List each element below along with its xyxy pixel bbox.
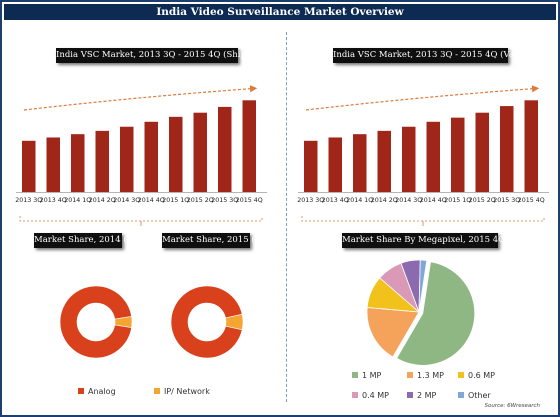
legend-swatch-analog — [78, 388, 84, 394]
shipments-bracket — [19, 216, 263, 222]
legend-swatch-0-6mp — [458, 372, 464, 378]
megapixel-slice-1-3mp — [366, 307, 420, 358]
legend-label-2mp: 2 MP — [417, 391, 437, 400]
share-2014-slice-analog — [59, 285, 132, 359]
legend-0-6mp: 0.6 MP — [458, 371, 495, 380]
shipments-bar-6 — [144, 121, 158, 192]
value-bar-10 — [524, 100, 538, 192]
legend-ip-network: IP/ Network — [154, 387, 210, 396]
megapixel-pie — [366, 259, 476, 366]
shipments-bar-5 — [120, 126, 134, 192]
value-tick-label: 2013 3Q — [297, 197, 324, 204]
share-2014-donut — [59, 285, 133, 359]
legend-label-1mp: 1 MP — [362, 371, 382, 380]
value-tick-label: 2015 4Q — [518, 197, 545, 204]
legend-label-analog: Analog — [88, 387, 116, 396]
shipments-bar-10 — [242, 100, 256, 192]
chart-title-value: India VSC Market, 2013 3Q - 2015 4Q (Val… — [333, 48, 553, 63]
value-tick-label: 2014 4Q — [420, 197, 447, 204]
legend-label-1-3mp: 1.3 MP — [417, 371, 444, 380]
value-bar-2 — [328, 137, 342, 192]
legend-2mp: 2 MP — [407, 391, 436, 400]
divider-vertical-top — [286, 32, 287, 402]
chart-title-megapixel: Market Share By Megapixel, 2015 4Q (%) — [342, 233, 523, 248]
value-bar-7 — [451, 117, 465, 192]
legend-swatch-other — [458, 392, 464, 398]
shipments-bar-9 — [218, 106, 232, 192]
value-bar-5 — [402, 126, 416, 192]
legend-0-4mp: 0.4 MP — [352, 391, 389, 400]
legend-label-0-4mp: 0.4 MP — [362, 391, 389, 400]
value-bar-6 — [426, 121, 440, 192]
legend-1-3mp: 1.3 MP — [407, 371, 444, 380]
shipments-trend-arrow — [23, 85, 258, 111]
shipments-tick-label: 2013 3Q — [15, 197, 42, 204]
shipments-tick-label: 2015 3Q — [211, 197, 238, 204]
value-bracket — [301, 216, 545, 222]
value-tick-label: 2013 4Q — [322, 197, 349, 204]
value-bar-1 — [304, 140, 318, 192]
shipments-bar-8 — [193, 112, 207, 192]
legend-1mp: 1 MP — [352, 371, 381, 380]
value-bar-3 — [353, 134, 367, 192]
value-tick-label: 2015 2Q — [469, 197, 496, 204]
chart-title-share-2015: Market Share, 2015 (%) — [162, 233, 266, 248]
shipments-tick-label: 2014 2Q — [89, 197, 116, 204]
legend-swatch-1-3mp — [407, 372, 413, 378]
value-tick-label: 2015 1Q — [444, 197, 471, 204]
shipments-bar-2 — [46, 137, 60, 192]
shipments-bar-4 — [95, 130, 109, 192]
value-bar-4 — [377, 130, 391, 192]
shipments-tick-label: 2015 1Q — [162, 197, 189, 204]
legend-label-0-6mp: 0.6 MP — [468, 371, 495, 380]
value-tick-label: 2015 3Q — [493, 197, 520, 204]
share-2015-slice-analog — [170, 285, 243, 359]
value-bar-9 — [500, 106, 514, 192]
legend-swatch-2mp — [407, 392, 413, 398]
page-title: India Video Surveillance Market Overview — [4, 4, 556, 20]
value-bar-8 — [475, 112, 489, 192]
legend-analog: Analog — [78, 387, 116, 396]
value-tick-label: 2014 3Q — [395, 197, 422, 204]
source-note: Source: 6Wresearch — [484, 403, 541, 409]
legend-label-other: Other — [468, 391, 491, 400]
legend-label-ip-network: IP/ Network — [164, 387, 210, 396]
megapixel-slice-1mp — [396, 261, 476, 366]
legend-swatch-ip-network — [154, 388, 160, 394]
legend-swatch-1mp — [352, 372, 358, 378]
chart-title-shipments: India VSC Market, 2013 3Q - 2015 4Q (Shi… — [56, 48, 276, 63]
shipments-tick-label: 2015 2Q — [187, 197, 214, 204]
shipments-tick-label: 2013 4Q — [40, 197, 67, 204]
shipments-tick-label: 2014 4Q — [138, 197, 165, 204]
shipments-tick-label: 2014 3Q — [113, 197, 140, 204]
value-tick-label: 2014 1Q — [346, 197, 373, 204]
shipments-bar-1 — [22, 140, 36, 192]
megapixel-slice-other — [418, 259, 428, 313]
shipments-tick-label: 2015 4Q — [236, 197, 263, 204]
shipments-bar-3 — [71, 134, 85, 192]
legend-other: Other — [458, 391, 491, 400]
share-2015-donut — [170, 285, 244, 359]
chart-title-share-2014: Market Share, 2014 (%) — [34, 233, 138, 248]
value-tick-label: 2014 2Q — [371, 197, 398, 204]
legend-swatch-0-4mp — [352, 392, 358, 398]
shipments-tick-label: 2014 1Q — [64, 197, 91, 204]
shipments-bar-7 — [169, 116, 183, 192]
